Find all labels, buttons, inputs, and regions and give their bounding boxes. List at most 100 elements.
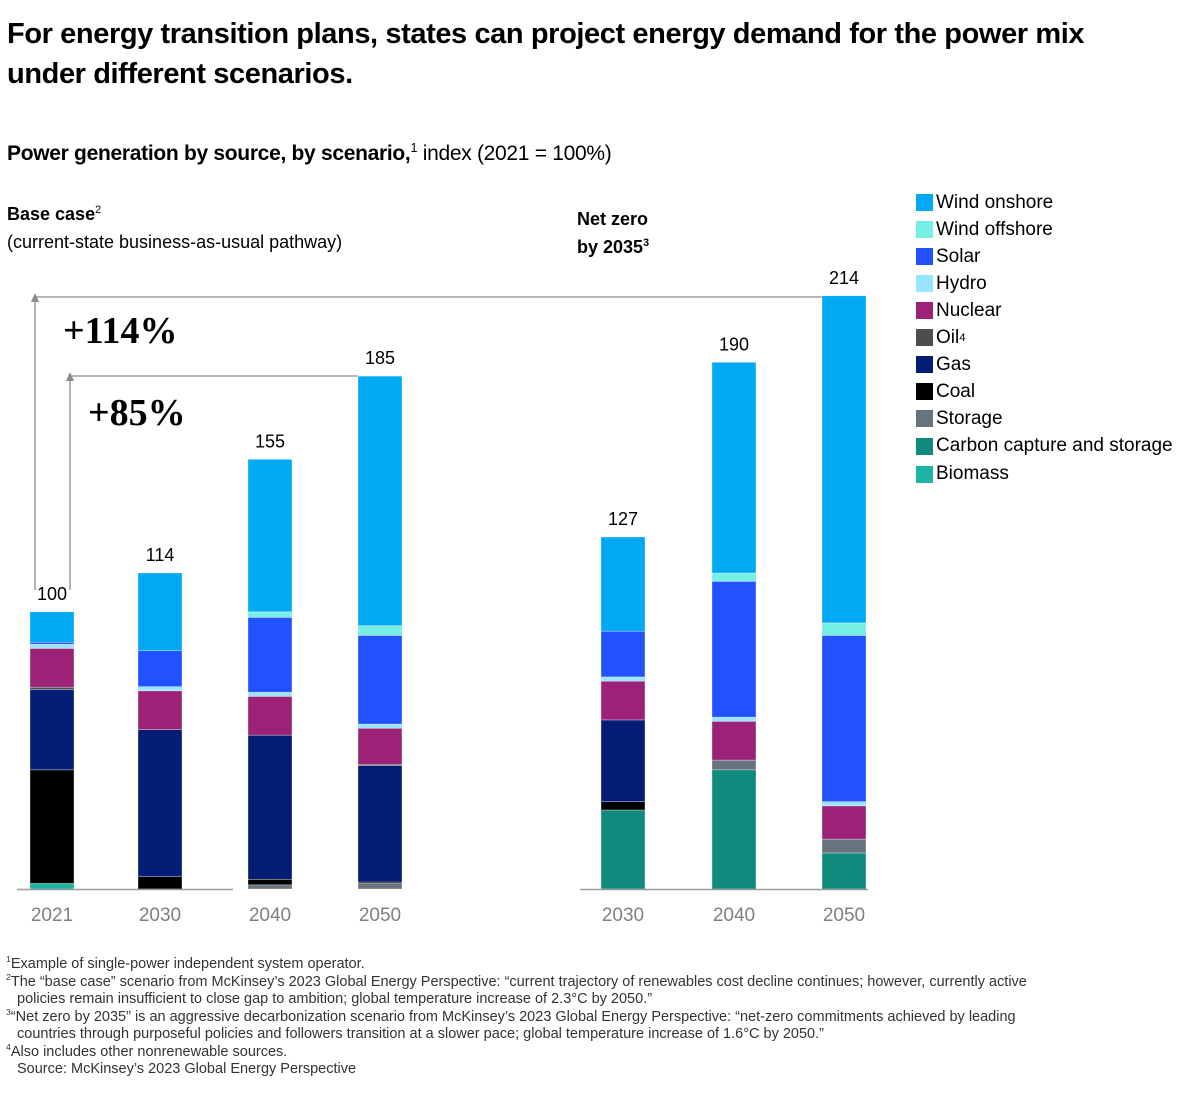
subtitle-bold: Power generation by source, by scenario, <box>7 142 411 165</box>
bar-segment-hydro <box>600 676 646 682</box>
axes-layer: 2021 2030 2040 2050 2030 2040 2050 <box>17 888 868 926</box>
footnote-line: 3“Net zero by 2035” is an aggressive dec… <box>6 1006 1016 1025</box>
bar-total-label: 214 <box>829 268 859 288</box>
legend-item-oil: Oil 4 <box>916 324 1173 351</box>
legend-label: Oil <box>936 326 960 348</box>
base-case-title: Base case <box>7 204 96 224</box>
legend-item-nuclear: Nuclear <box>916 297 1173 324</box>
legend-label: Wind offshore <box>936 218 1053 240</box>
legend-item-ccs: Carbon capture and storage <box>916 432 1173 460</box>
bar-total-label: 127 <box>608 509 638 529</box>
bar-segment-gas <box>600 719 646 802</box>
bar-segment-coal <box>247 878 293 886</box>
footnote-number: 4 <box>6 1041 11 1052</box>
bar-segment-ccs <box>600 809 646 890</box>
legend-label: Coal <box>936 380 976 402</box>
legend-item-gas: Gas <box>916 351 1173 378</box>
legend-label: Nuclear <box>936 299 1002 321</box>
x-tick-label: 2040 <box>249 905 291 926</box>
x-tick-label: 2030 <box>139 905 181 926</box>
bars-layer: 100 114 155 185 127 190 214 <box>29 268 867 890</box>
bar-total-label: 155 <box>255 431 285 451</box>
bar-total-label: 100 <box>37 584 67 604</box>
bar-segment-biomass <box>29 883 75 890</box>
bar-segment-solar <box>821 635 867 802</box>
bar-segment-storage <box>711 759 757 771</box>
footnote-line: 1Example of single-power independent sys… <box>6 954 365 972</box>
arrowhead-85-icon <box>66 372 74 381</box>
bar-segment-hydro <box>357 723 403 729</box>
legend-swatch <box>916 437 933 455</box>
footnote-number: 1 <box>6 954 11 965</box>
chart-title: For energy transition plans, states can … <box>7 18 1085 90</box>
legend-swatch <box>916 356 933 373</box>
bar-segment-ccs <box>821 852 867 890</box>
bar-segment-nuclear <box>247 696 293 736</box>
legend-item-hydro: Hydro <box>916 270 1173 297</box>
arrowhead-114-icon <box>31 293 39 302</box>
bar-segment-gas <box>357 765 403 883</box>
bar-segment-wind-onshore <box>29 611 75 643</box>
bar-segment-nuclear <box>137 690 183 730</box>
bar-segment-gas <box>137 729 183 877</box>
legend-swatch <box>916 329 933 346</box>
bar-total-label: 185 <box>365 348 395 368</box>
bar-segment-wind-offshore <box>821 622 867 636</box>
legend-swatch <box>916 275 933 292</box>
bar-segment-hydro <box>711 716 757 722</box>
bar-segment-hydro <box>29 643 75 649</box>
bar-segment-gas <box>247 734 293 880</box>
bar-segment-nuclear <box>357 727 403 765</box>
legend-swatch <box>916 410 933 427</box>
legend-swatch <box>916 383 933 400</box>
base-case-sublabel: (current-state business-as-usual pathway… <box>7 232 343 252</box>
bar-total-label: 190 <box>719 334 749 354</box>
x-tick-label: 2021 <box>31 905 73 926</box>
legend-item-solar: Solar <box>916 243 1173 270</box>
legend-label: Storage <box>936 407 1003 429</box>
net-zero-label: Net zero by 20353 <box>577 205 649 261</box>
bar-segment-oil <box>29 686 75 690</box>
footnote-number: 2 <box>6 971 11 982</box>
legend-swatch <box>916 248 933 265</box>
bar-segment-solar <box>247 617 293 693</box>
footnote-line: 2The “base case” scenario from McKinsey’… <box>6 971 1027 990</box>
bar-segment-solar <box>711 581 757 718</box>
x-tick-label: 2050 <box>823 905 865 926</box>
legend-item-wind-offshore: Wind offshore <box>916 216 1173 243</box>
stacked-bar-chart: +114% +85% 100 114 155 185 127 190 214 2021 203… <box>17 268 868 926</box>
footnotes: 1Example of single-power independent sys… <box>6 954 1191 1079</box>
net-zero-title-line2: by 2035 <box>577 237 644 257</box>
x-tick-label: 2040 <box>713 905 755 926</box>
legend: Wind onshore Wind offshore Solar Hydro Nucle… <box>916 189 1173 488</box>
base-case-label: Base case2 (current-state business-as-us… <box>7 200 342 256</box>
bar-segment-wind-onshore <box>137 572 183 651</box>
footnote-line: policies remain insufficient to close ga… <box>17 991 653 1007</box>
bar-segment-storage <box>821 838 867 854</box>
legend-swatch <box>916 194 933 211</box>
legend-label: Solar <box>936 245 981 267</box>
subtitle-rest: index (2021 = 100%) <box>417 142 612 165</box>
bar-segment-solar <box>137 650 183 687</box>
annotation-85-text: +85% <box>88 392 186 434</box>
footnote-number: 3 <box>6 1006 11 1017</box>
bar-segment-hydro <box>247 691 293 697</box>
bar-segment-storage <box>247 884 293 890</box>
bar-segment-coal <box>29 769 75 884</box>
bar-segment-solar <box>357 635 403 725</box>
bar-segment-ccs <box>711 769 757 890</box>
subtitle-footnote-ref: 1 <box>410 141 418 155</box>
bar-segment-wind-onshore <box>247 459 293 613</box>
bar-segment-coal <box>600 801 646 811</box>
legend-swatch <box>916 302 933 319</box>
bar-total-label: 114 <box>146 545 175 565</box>
legend-swatch <box>916 221 933 238</box>
bar-segment-nuclear <box>821 805 867 840</box>
bar-segment-wind-onshore <box>711 362 757 574</box>
bar-segment-wind-offshore <box>711 572 757 582</box>
legend-label: Hydro <box>936 272 987 294</box>
legend-item-coal: Coal <box>916 378 1173 405</box>
legend-label: Biomass <box>936 463 1009 484</box>
growth-annotations: +114% +85% <box>31 293 822 590</box>
legend-item-storage: Storage <box>916 405 1173 432</box>
